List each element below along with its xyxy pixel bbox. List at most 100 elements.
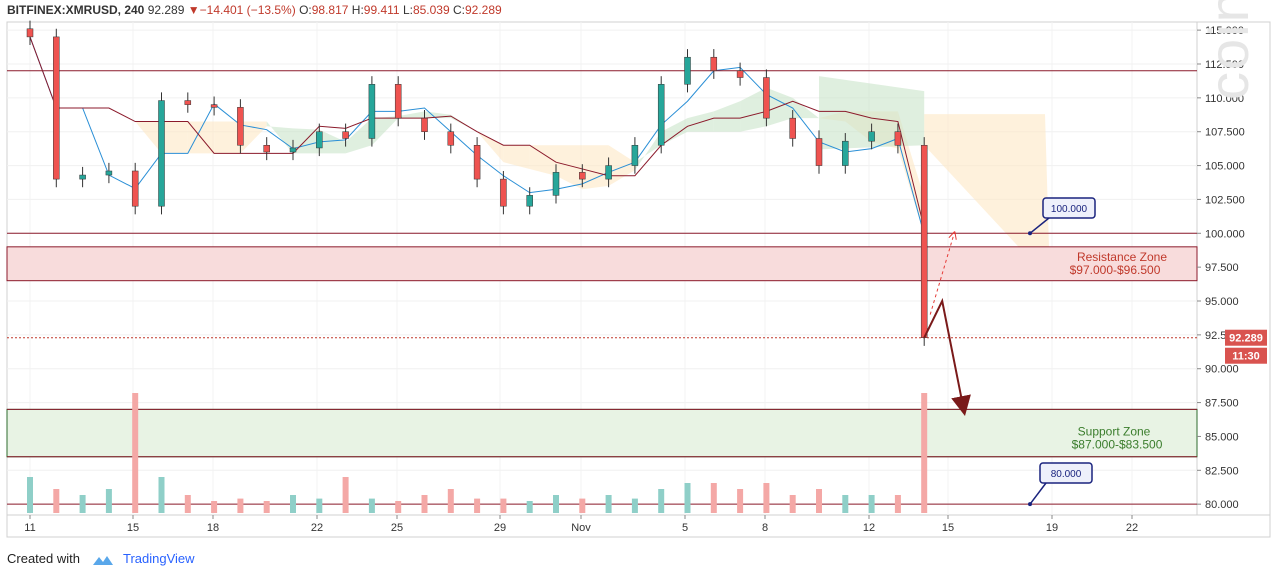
volume-bar [27,477,33,513]
tradingview-link[interactable]: TradingView [123,551,195,566]
cloud-segment [240,121,267,154]
x-tick-label: 29 [494,522,506,534]
cloud-segment [319,129,346,154]
candle-body [868,131,875,142]
chart-header: BITFINEX:XMRUSD, 240 92.289 ▼−14.401 (−1… [7,3,502,17]
volume-bar [368,498,375,513]
cloud-segment [713,101,741,132]
callout-box [1042,197,1096,219]
candle-body [894,131,902,146]
y-tick-label: 100.000 [1205,228,1245,240]
callout-label: 80.000 [1051,469,1082,480]
cloud-segment [924,114,1050,281]
candle-body [710,56,718,72]
resistance-zone [6,246,1198,282]
resistance-zone-range: $97.000-$96.500 [1070,263,1161,277]
candle-body [421,117,428,132]
y-tick-label: 85.000 [1205,431,1239,443]
callout-pointer [1029,217,1050,234]
high-label: H: [351,3,364,17]
cloud-segment [792,97,819,119]
candle-body [631,145,639,166]
volume-bar [631,498,638,513]
volume-bar [158,477,165,513]
candle-body [500,178,507,207]
x-tick-label: 15 [942,522,954,534]
volume-bar [868,495,875,513]
volume-bar [921,393,928,513]
candle-body [79,174,86,180]
candle-body [26,28,34,38]
cloud-segment [135,121,162,154]
x-tick-label: 8 [762,522,768,534]
volume-bar [290,495,296,513]
cloud-segment [503,145,530,169]
cloud-segment [634,131,662,171]
volume-bar [789,495,796,513]
cloud-segment [214,121,241,154]
price-change: −14.401 (−13.5%) [199,3,296,17]
candle-body [368,84,376,139]
candle-body [210,104,218,108]
candle-body [237,107,244,146]
volume-bar [395,501,402,513]
candle-body [342,131,349,139]
y-tick-label: 107.500 [1205,127,1245,139]
x-tick-label: 19 [1046,522,1058,534]
candle-body [184,100,192,105]
close-label: C: [453,3,465,17]
open-value: 98.817 [311,3,349,17]
tradingview-logo-icon [92,555,113,565]
x-tick-label: Nov [571,522,591,534]
candle-body [447,131,455,146]
low-label: L: [402,3,413,17]
candlesticks [26,20,928,346]
volume-bars [27,393,928,513]
volume-bar [553,495,559,513]
volume-bar [237,498,244,513]
y-tick-label: 112.500 [1205,59,1244,71]
y-tick-label: 95.000 [1205,296,1239,308]
volume-bar [184,495,191,513]
y-tick-label: 105.000 [1205,161,1245,173]
x-tick-label: 15 [127,522,139,534]
price-tag-label: 92.289 [1229,333,1263,345]
candle-body [920,145,928,338]
cloud-segment [398,111,425,119]
high-value: 99.411 [363,3,400,17]
forecast-arrows [923,233,971,416]
candle-body [815,138,823,166]
cloud-segment [661,118,688,146]
cloud-segment [556,145,583,190]
candle-body [657,84,665,146]
price-axis-panel [1196,21,1271,516]
callout-pointer [1029,482,1047,505]
time-axis-panel [6,514,1271,538]
candle-body [473,145,481,180]
volume-bar [526,501,533,513]
candle-body [158,100,165,207]
kijun-line [29,36,925,229]
y-tick-label: 110.000 [1205,93,1244,105]
x-tick-label: 22 [1126,522,1138,534]
volume-bar [211,501,218,513]
volume-bar [316,498,323,513]
candle-body [605,165,612,180]
x-tick-label: 25 [391,522,403,534]
volume-bar [342,477,349,513]
y-tick-label: 115.000 [1205,25,1244,37]
volume-bar [579,498,586,513]
candle-body [684,56,691,85]
support-zone-label: Support Zone [1078,424,1151,438]
cloud-segment [582,145,609,190]
cloud-segment [371,116,399,146]
cloud-segment [687,111,714,132]
volume-bar [763,483,770,513]
open-label: O: [299,3,312,17]
volume-bar [605,495,612,513]
volume-bar [500,498,507,513]
candle-body [789,117,796,139]
down-triangle-icon: ▼ [187,3,200,17]
time-tag [1225,347,1267,364]
